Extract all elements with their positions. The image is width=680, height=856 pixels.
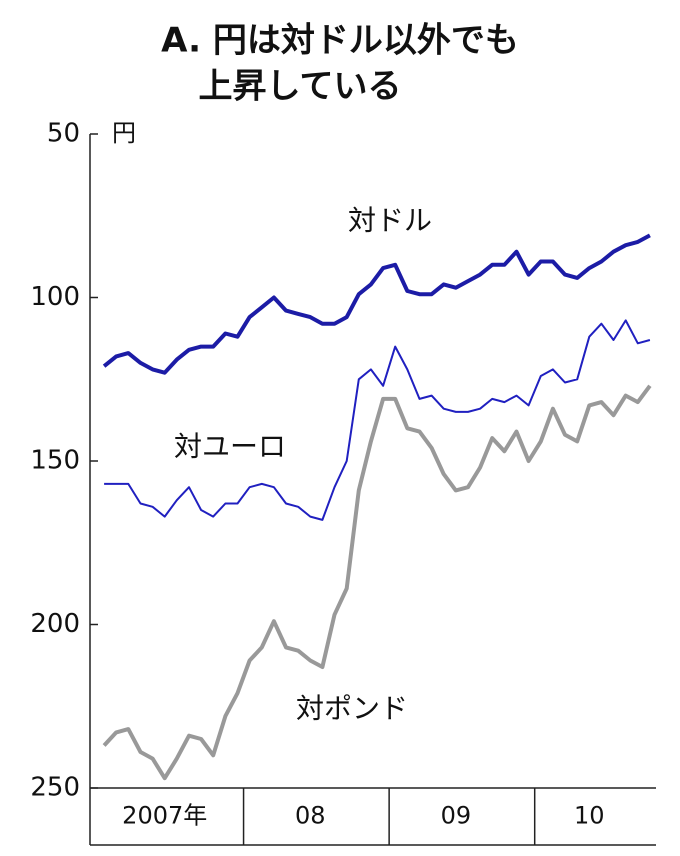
series-line — [102, 233, 651, 375]
series-line — [102, 384, 652, 781]
y-unit: 円 — [112, 119, 136, 147]
x-tick-label: 10 — [574, 802, 605, 830]
x-tick-label: 2007年 — [122, 802, 207, 830]
y-tick-label: 200 — [30, 609, 80, 639]
x-tick-label: 09 — [441, 802, 472, 830]
series-label: 対ポンド — [296, 692, 408, 725]
y-tick-label: 250 — [30, 773, 80, 803]
chart-title: 上昇している — [199, 67, 402, 107]
y-tick-label: 100 — [30, 282, 80, 312]
x-tick-label: 08 — [295, 802, 326, 830]
series-label: 対ユーロ — [174, 430, 286, 463]
series-line — [104, 319, 651, 521]
chart-title: A. 円は対ドル以外でも — [161, 21, 519, 61]
series-label: 対ドル — [348, 204, 432, 237]
y-tick-label: 150 — [30, 446, 80, 476]
y-tick-label: 50 — [47, 119, 80, 149]
